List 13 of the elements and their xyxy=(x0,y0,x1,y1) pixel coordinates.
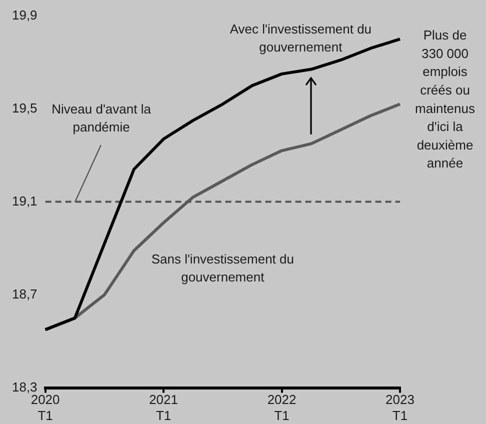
y-tick-label: 19,9 xyxy=(12,7,38,22)
x-tick-label: 2023 T1 xyxy=(386,392,414,423)
y-tick-label: 19,5 xyxy=(12,100,38,116)
x-tick-label: 2021 T1 xyxy=(149,392,178,423)
y-tick-label: 18,3 xyxy=(12,379,38,394)
y-tick-label: 19,1 xyxy=(12,193,38,208)
ref-line-label: Niveau d'avant la pandémie xyxy=(52,101,152,134)
y-tick-label: 18,7 xyxy=(12,286,38,302)
x-tick-label: 2022 T1 xyxy=(267,392,296,423)
x-tick-label: 2020 T1 xyxy=(30,392,60,423)
text: Plus de 330 000 emplois créés ou maintenus d'ici la deuxième année xyxy=(415,28,476,171)
series-label: Sans l'investissement du gouvernement xyxy=(151,252,294,285)
series-label: Avec l'investissement du gouvernement xyxy=(230,22,372,55)
